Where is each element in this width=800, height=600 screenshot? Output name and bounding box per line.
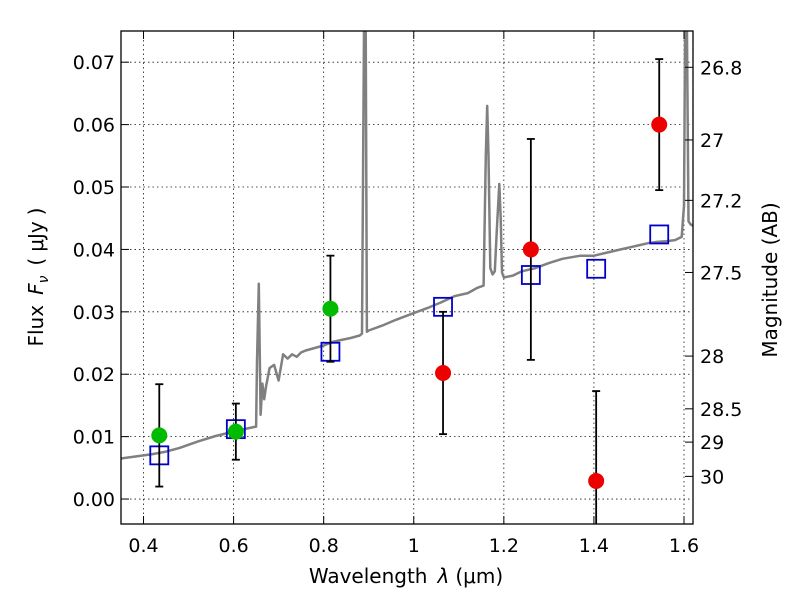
observed-flux-point bbox=[522, 241, 539, 258]
x-tick-label: 0.8 bbox=[309, 535, 339, 557]
right-axis-tick-label: 27.2 bbox=[700, 190, 742, 212]
grid bbox=[121, 31, 693, 524]
right-axis-tick-label: 28.5 bbox=[700, 399, 742, 421]
y-tick-label: 0.00 bbox=[73, 489, 115, 511]
x-tick-label: 1.6 bbox=[669, 535, 699, 557]
plot-frame bbox=[120, 30, 694, 525]
y-tick-label: 0.07 bbox=[73, 52, 115, 74]
right-axis-tick-label: 26.8 bbox=[700, 57, 742, 79]
plot-area bbox=[121, 31, 693, 524]
observed-flux-point bbox=[151, 427, 168, 444]
x-axis-title: Wavelength λ (μm) bbox=[309, 564, 503, 588]
x-tick-label: 1.2 bbox=[489, 535, 519, 557]
y-tick-label: 0.04 bbox=[73, 239, 115, 261]
x-tick-label: 0.6 bbox=[218, 535, 248, 557]
right-axis-tick-label: 27 bbox=[700, 130, 724, 152]
x-tick-label: 1.4 bbox=[579, 535, 609, 557]
model-photometry-square bbox=[586, 258, 607, 279]
axes: 0.4 0.6 0.8 1 1.2 1.4 1.6 0.00 0.01 0.02 0.03 0.04 0… bbox=[73, 31, 742, 557]
y-tick-label: 0.03 bbox=[73, 302, 115, 324]
y-tick-label: 0.05 bbox=[73, 177, 115, 199]
observed-flux-point bbox=[588, 472, 605, 489]
model-photometry-square bbox=[649, 224, 670, 245]
x-tick-label: 1 bbox=[408, 535, 420, 557]
right-axis-title: Magnitude (AB) bbox=[758, 202, 782, 357]
y-tick-label: 0.01 bbox=[73, 427, 115, 449]
x-tick-label: 0.4 bbox=[128, 535, 158, 557]
right-axis-tick-label: 29 bbox=[700, 432, 724, 454]
model-spectrum-line bbox=[121, 31, 693, 460]
right-axis-tick-label: 30 bbox=[700, 466, 724, 488]
y-tick-label: 0.02 bbox=[73, 364, 115, 386]
observed-flux-point bbox=[651, 116, 668, 133]
observed-flux-point bbox=[227, 423, 244, 440]
observed-flux-point bbox=[435, 364, 452, 381]
right-axis-tick-label: 28 bbox=[700, 346, 724, 368]
y-tick-label: 0.06 bbox=[73, 115, 115, 137]
observed-flux-point bbox=[322, 300, 339, 317]
right-axis-tick-label: 27.5 bbox=[700, 262, 742, 284]
y-axis-title: FluxFν(μJy) bbox=[24, 207, 52, 346]
